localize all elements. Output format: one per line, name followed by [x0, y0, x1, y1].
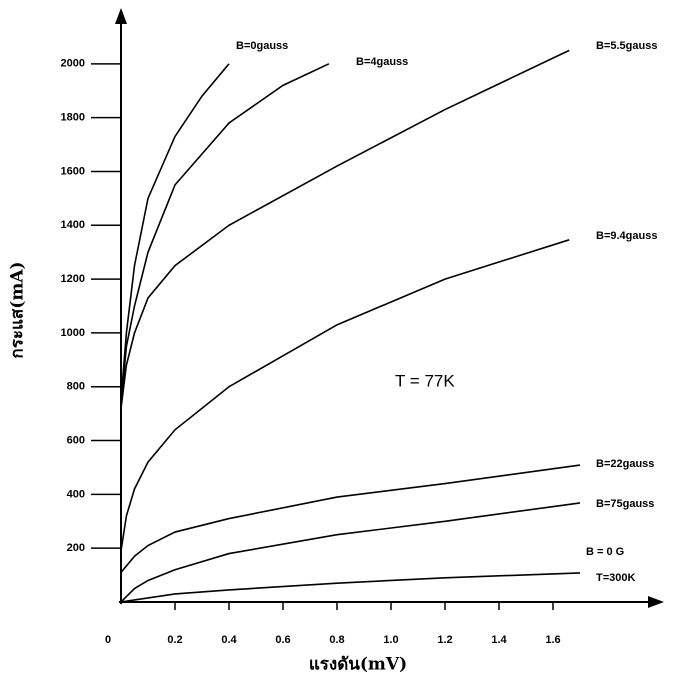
x-tick-label: 1.2 [437, 634, 452, 646]
series-label: B=4gauss [356, 56, 408, 68]
y-tick-label: 1400 [61, 219, 85, 231]
y-tick-label: 1800 [61, 112, 85, 124]
y-axis-label: กระแส(mA) [8, 261, 28, 358]
line-series [121, 503, 580, 602]
series-label: B=9.4gauss [596, 230, 657, 242]
x-tick-label: 1.0 [383, 634, 398, 646]
x-tick-label: 0 [105, 634, 111, 646]
line-series [121, 64, 229, 400]
y-tick-label: 1000 [61, 327, 85, 339]
series-label: B = 0 G [586, 546, 624, 558]
x-tick-label: 0.6 [275, 634, 290, 646]
series-label: B=75gauss [596, 498, 654, 510]
annotation: T = 77K [395, 371, 455, 390]
y-tick-label: 200 [67, 542, 85, 554]
annotation: T=300K [596, 572, 635, 584]
x-tick-label: 1.4 [491, 634, 507, 646]
x-tick-label: 0.2 [167, 634, 182, 646]
x-axis-arrow [648, 596, 664, 608]
y-tick-label: 800 [67, 381, 85, 393]
x-tick-label: 1.6 [545, 634, 560, 646]
chart: แรงดัน(mV) กระแส(mA) T = 77K T=300K 0 0.2… [0, 0, 683, 681]
x-tick-label: 0.4 [221, 634, 237, 646]
line-series [121, 573, 580, 602]
y-tick-label: 1600 [61, 165, 85, 177]
line-series [121, 240, 569, 551]
y-axis-arrow [115, 8, 127, 24]
line-series [121, 50, 569, 408]
y-tick-label: 400 [67, 488, 85, 500]
series-label: B=22gauss [596, 458, 654, 470]
line-series [121, 465, 580, 572]
series-label: B=0gauss [236, 40, 288, 52]
x-axis-label: แรงดัน(mV) [309, 655, 407, 675]
x-tick-label: 0.8 [329, 634, 344, 646]
y-tick-label: 600 [67, 434, 85, 446]
series-label: B=5.5gauss [596, 40, 657, 52]
line-series [121, 64, 329, 406]
y-tick-label: 1200 [61, 273, 85, 285]
y-tick-label: 2000 [61, 58, 85, 70]
